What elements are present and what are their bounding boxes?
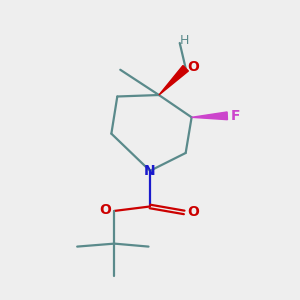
Text: N: N — [144, 164, 156, 178]
Text: O: O — [187, 60, 199, 74]
Text: F: F — [231, 109, 240, 123]
Text: O: O — [100, 203, 111, 217]
Text: H: H — [179, 34, 189, 47]
Text: O: O — [187, 205, 199, 219]
Polygon shape — [159, 65, 188, 95]
Polygon shape — [192, 112, 227, 120]
